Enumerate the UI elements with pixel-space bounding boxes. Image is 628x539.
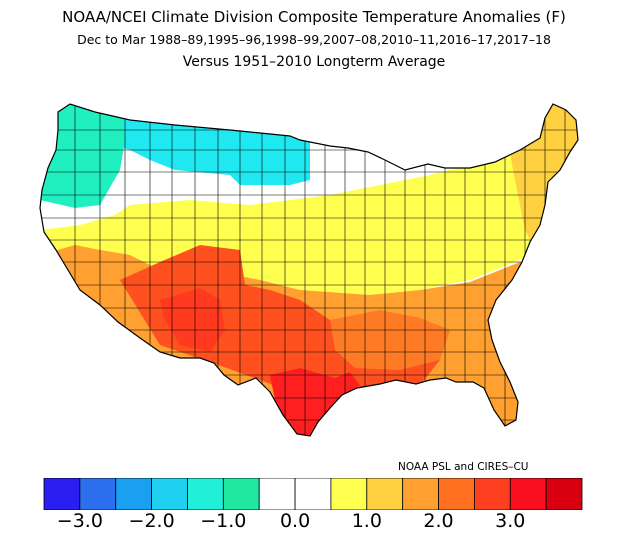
color-legend [43, 478, 583, 510]
legend-tick-label: 1.0 [351, 510, 382, 532]
legend-tick-label: −1.0 [200, 510, 247, 532]
legend-swatch [187, 478, 224, 510]
us-outline [39, 103, 579, 437]
region-four-corners [160, 288, 225, 352]
legend-tick-label: −3.0 [56, 510, 103, 532]
legend-swatch [79, 478, 117, 510]
map-title: NOAA/NCEI Climate Division Composite Tem… [62, 8, 566, 26]
legend-swatch [330, 478, 368, 510]
us-climate-division-map [39, 103, 579, 437]
legend-swatch [438, 478, 475, 510]
legend-swatch [43, 478, 81, 510]
legend-swatch [115, 478, 153, 510]
legend-swatch [366, 478, 404, 510]
region-gulf-coast [270, 368, 360, 436]
legend-tick-label: −2.0 [128, 510, 175, 532]
legend-tick-label: 3.0 [495, 510, 526, 532]
credit-label: NOAA PSL and CIRES–CU [398, 461, 529, 473]
legend-swatch [473, 478, 511, 510]
legend-tick-label: 2.0 [423, 510, 454, 532]
region-central [40, 145, 560, 295]
legend-swatch [151, 478, 188, 510]
legend-swatch [258, 478, 296, 510]
comparison-note: Versus 1951–2010 Longterm Average [182, 54, 446, 70]
legend-swatch [402, 478, 439, 510]
legend-swatch [545, 478, 583, 510]
legend-swatch [294, 478, 332, 510]
legend-swatch [222, 478, 260, 510]
map-subtitle: Dec to Mar 1988–89,1995–96,1998–99,2007–… [77, 32, 551, 47]
region-midsouth [330, 310, 450, 370]
legend-tick-label: 0.0 [279, 510, 311, 532]
legend-swatch [509, 478, 547, 510]
